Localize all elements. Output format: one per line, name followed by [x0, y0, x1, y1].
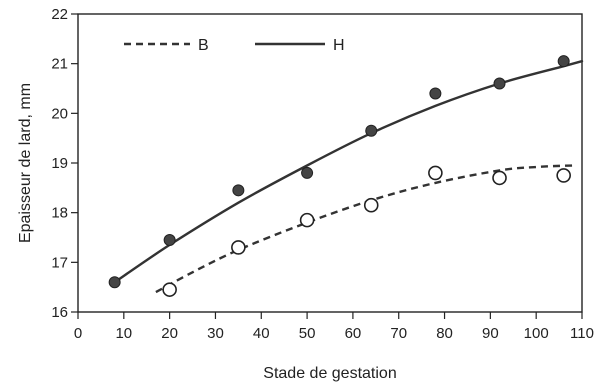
data-point-B — [363, 197, 379, 213]
data-point-B — [492, 170, 507, 186]
data-point-H — [232, 184, 245, 197]
fit-lines — [113, 60, 584, 294]
data-point-H — [365, 124, 378, 137]
plot-area-border — [77, 13, 583, 313]
y-tick-label: 19 — [51, 155, 68, 172]
data-point-B — [231, 240, 246, 255]
series-line-H — [113, 60, 584, 284]
x-axis-title: Stade de gestation — [263, 365, 396, 382]
x-tick-label: 60 — [345, 325, 362, 342]
y-tick-label: 16 — [51, 304, 68, 321]
x-tick-label: 0 — [74, 325, 82, 342]
x-tick-label: 40 — [253, 325, 270, 342]
y-tick-label: 22 — [51, 6, 68, 23]
y-tick-label: 17 — [51, 254, 68, 271]
legend-label-B: B — [198, 37, 209, 54]
x-axis-ticks: 0 10 20 30 40 50 60 70 80 90 100 110 — [74, 312, 594, 342]
x-tick-label: 20 — [161, 325, 178, 342]
data-point-B — [162, 282, 177, 297]
x-tick-label: 110 — [570, 325, 594, 342]
data-point-B — [299, 212, 315, 228]
x-tick-label: 80 — [436, 325, 453, 342]
x-tick-label: 90 — [482, 325, 499, 342]
y-tick-label: 20 — [51, 105, 68, 122]
y-axis-title: Epaisseur de lard, mm — [17, 83, 34, 243]
x-tick-label: 100 — [524, 325, 549, 342]
data-points — [108, 55, 571, 297]
data-point-B — [556, 168, 571, 183]
legend-label-H: H — [333, 37, 345, 54]
y-tick-label: 18 — [51, 205, 68, 222]
data-point-H — [429, 87, 442, 100]
x-tick-label: 10 — [115, 325, 132, 342]
x-tick-label: 50 — [299, 325, 316, 342]
plot-frame — [77, 13, 583, 313]
y-axis-ticks: 16 17 18 19 20 21 22 — [51, 6, 78, 321]
data-point-H — [493, 77, 506, 90]
data-point-H — [557, 55, 570, 68]
series-line-B — [155, 164, 573, 294]
x-tick-label: 70 — [390, 325, 407, 342]
data-point-B — [428, 165, 443, 181]
data-point-H — [163, 233, 176, 246]
y-tick-label: 21 — [51, 56, 68, 73]
data-point-H — [301, 166, 314, 179]
data-point-H — [108, 276, 121, 289]
x-tick-label: 30 — [207, 325, 224, 342]
